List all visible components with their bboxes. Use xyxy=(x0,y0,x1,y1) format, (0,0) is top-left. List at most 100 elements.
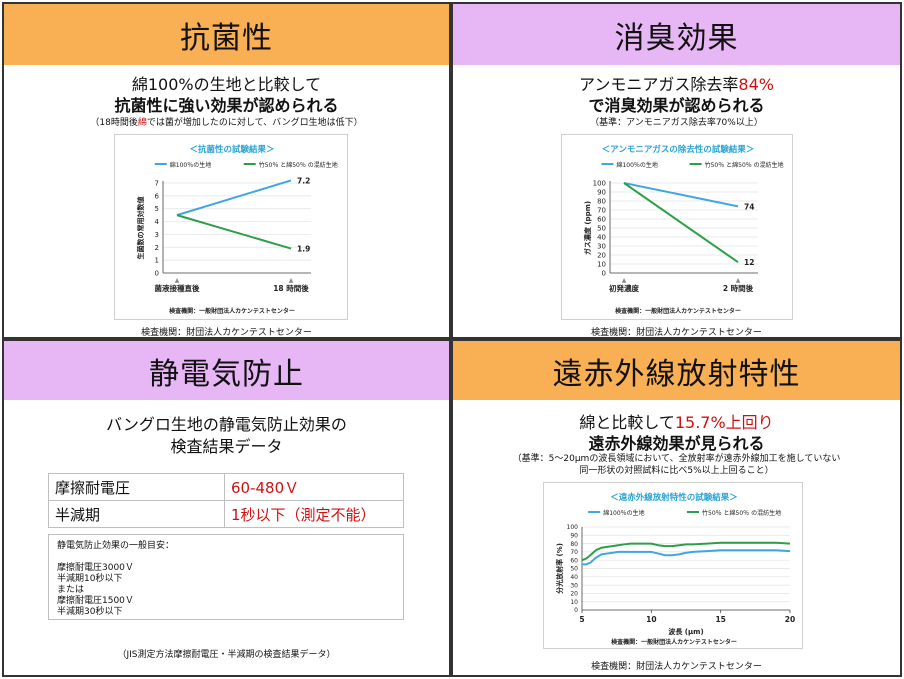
chart-title: ＜遠赤外線放射特性の試験結果＞ xyxy=(610,492,738,503)
y-tick-label: 70 xyxy=(597,207,606,215)
x-tick-label: 5 xyxy=(579,615,584,624)
friction-voltage-value: 60-480Ｖ xyxy=(224,473,404,501)
y-tick-label: 40 xyxy=(597,234,606,242)
y-tick-label: 80 xyxy=(597,198,606,206)
far-infrared-headline-2: 遠赤外線効果が見られる xyxy=(588,434,765,453)
series-line xyxy=(176,214,292,250)
y-tick-label: 100 xyxy=(567,524,579,531)
series-line xyxy=(581,541,791,562)
legend-label: 竹50％ と綿50％ の混紡生地 xyxy=(702,509,781,517)
x-tick-label: 10 xyxy=(646,615,656,624)
antibacterial-title: 抗菌性 xyxy=(4,4,449,65)
legend-label: 綿100％の生地 xyxy=(616,161,657,169)
chart-source: 検査機関：一般財団法人カケンテストセンター xyxy=(169,307,295,315)
deodorant-panel: 消臭効果 アンモニアガス除去率84% で消臭効果が認められる （基準：アンモニア… xyxy=(451,2,902,339)
x-tick-label: 20 xyxy=(785,615,795,624)
y-tick-label: 20 xyxy=(570,591,578,598)
antistatic-headline-1: バングロ生地の静電気防止効果の xyxy=(106,415,347,434)
x-tick-mark: ▲ xyxy=(289,277,294,284)
legend-label: 竹50％ と綿50％ の混紡生地 xyxy=(705,161,784,169)
guide-line: 摩擦耐電圧3000Ｖ xyxy=(57,563,134,573)
antistatic-panel: 静電気防止 バングロ生地の静電気防止効果の 検査結果データ 摩擦耐電圧 60-4… xyxy=(2,339,451,677)
y-tick-label: 0 xyxy=(574,607,578,614)
half-life-label: 半減期 xyxy=(48,500,225,528)
data-label: 7.2 xyxy=(297,176,310,185)
y-tick-label: 80 xyxy=(570,541,578,548)
table-row: 摩擦耐電圧 60-480Ｖ xyxy=(48,473,404,501)
y-tick-label: 50 xyxy=(570,566,578,573)
y-tick-label: 60 xyxy=(570,557,578,564)
y-tick-label: 90 xyxy=(597,189,606,197)
antistatic-headline-2: 検査結果データ xyxy=(170,437,283,456)
data-label: 1.9 xyxy=(297,245,310,254)
guide-line: または xyxy=(57,585,85,595)
y-tick-label: 40 xyxy=(570,574,578,581)
antibacterial-headline-2: 抗菌性に強い効果が認められる xyxy=(114,96,339,115)
data-label: 12 xyxy=(744,258,754,267)
antibacterial-chart-svg: ＜抗菌性の試験結果＞ 綿100％の生地 竹50％ と綿50％ の混紡生地 0 1 2 3 4 5… xyxy=(136,144,338,315)
chart-title: ＜アンモニアガスの除去性の試験結果＞ xyxy=(602,144,755,155)
deodorant-caption: 検査機関：財団法人カケンテストセンター xyxy=(591,328,762,338)
x-tick-label: 菌液接種直後 xyxy=(155,283,200,293)
antistatic-results-table: 摩擦耐電圧 60-480Ｖ 半減期 1秒以下（測定不能） xyxy=(48,473,404,528)
far-infrared-title: 遠赤外線放射特性 xyxy=(453,341,900,400)
y-axis-label: 生菌数の常用対数値 xyxy=(136,197,145,260)
y-tick-label: 1 xyxy=(155,257,159,265)
data-label: 74 xyxy=(744,202,754,211)
y-axis-label: ガス濃度 (ppm) xyxy=(583,201,592,255)
deodorant-chart-svg: ＜アンモニアガスの除去性の試験結果＞ 綿100％の生地 竹50％ と綿50％ の混紡… xyxy=(583,144,784,315)
deodorant-headline-1: アンモニアガス除去率84% xyxy=(579,75,774,94)
y-tick-label: 6 xyxy=(155,192,160,200)
deodorant-chart: ＜アンモニアガスの除去性の試験結果＞ 綿100％の生地 竹50％ と綿50％ の混紡… xyxy=(561,134,793,320)
y-axis-label: 分光放射率 (%) xyxy=(555,543,564,594)
antibacterial-chart: ＜抗菌性の試験結果＞ 綿100％の生地 竹50％ と綿50％ の混紡生地 0 1 2 3 4 5… xyxy=(114,134,348,320)
antistatic-guideline-box: 静電気防止効果の一般目安： 摩擦耐電圧3000Ｖ 半減期10秒以下 または 摩擦… xyxy=(48,534,404,620)
guide-line: 摩擦耐電圧1500Ｖ xyxy=(57,596,134,606)
series-line xyxy=(582,549,791,566)
guide-line: 静電気防止効果の一般目安： xyxy=(57,541,175,551)
far-infrared-chart: ＜遠赤外線放射特性の試験結果＞ 綿100％の生地 竹50％ と綿50％ の混紡生地 0… xyxy=(543,482,803,649)
deodorant-headline-2: で消臭効果が認められる xyxy=(588,96,765,115)
series-line xyxy=(176,179,292,217)
x-tick-mark: ▲ xyxy=(622,277,627,284)
y-tick-label: 60 xyxy=(597,216,606,224)
y-tick-label: 30 xyxy=(597,243,606,251)
chart-title: ＜抗菌性の試験結果＞ xyxy=(189,144,274,155)
guide-line xyxy=(57,552,395,563)
far-infrared-headline-1: 綿と比較して15.7%上回り xyxy=(579,413,774,432)
far-infrared-note-2: 同一形状の対照試料に比べ5%以上上回ること） xyxy=(579,466,774,476)
y-tick-label: 3 xyxy=(155,231,159,239)
far-infrared-caption: 検査機関：財団法人カケンテストセンター xyxy=(591,662,762,672)
deodorant-title: 消臭効果 xyxy=(453,4,900,65)
y-tick-label: 4 xyxy=(155,218,160,226)
far-infrared-note-1: （基準：5～20μmの波長領域において、全放射率が遠赤外線加工を施していない xyxy=(512,454,841,464)
antibacterial-panel: 抗菌性 綿100%の生地と比較して 抗菌性に強い効果が認められる （18時間後綿… xyxy=(2,2,451,339)
x-tick-label: 18 時間後 xyxy=(273,283,309,293)
antistatic-title: 静電気防止 xyxy=(4,341,449,400)
x-tick-mark: ▲ xyxy=(736,277,741,284)
legend-label: 綿100％の生地 xyxy=(170,161,211,169)
antibacterial-caption: 検査機関：財団法人カケンテストセンター xyxy=(141,328,312,338)
y-tick-label: 7 xyxy=(155,180,159,188)
y-tick-label: 100 xyxy=(593,180,606,188)
y-tick-label: 50 xyxy=(597,225,606,233)
legend-label: 竹50％ と綿50％ の混紡生地 xyxy=(259,161,338,169)
y-tick-label: 0 xyxy=(155,270,159,278)
y-tick-label: 20 xyxy=(597,252,606,260)
x-tick-label: 15 xyxy=(715,615,725,624)
antistatic-caption: （JIS測定方法摩擦耐電圧・半減期の検査結果データ） xyxy=(117,650,336,660)
chart-source: 検査機関：一般財団法人カケンテストセンター xyxy=(611,638,737,646)
far-infrared-panel: 遠赤外線放射特性 綿と比較して15.7%上回り 遠赤外線効果が見られる （基準：… xyxy=(451,339,902,677)
friction-voltage-label: 摩擦耐電圧 xyxy=(48,473,225,501)
series-line xyxy=(623,182,739,208)
guide-line: 半減期10秒以下 xyxy=(57,574,123,584)
guide-line: 半減期30秒以下 xyxy=(57,607,123,617)
table-row: 半減期 1秒以下（測定不能） xyxy=(48,500,404,528)
antibacterial-headline-1: 綿100%の生地と比較して xyxy=(131,75,322,94)
far-infrared-chart-svg: ＜遠赤外線放射特性の試験結果＞ 綿100％の生地 竹50％ と綿50％ の混紡生地 0… xyxy=(555,492,795,646)
y-tick-label: 10 xyxy=(570,599,578,606)
legend-label: 綿100％の生地 xyxy=(603,509,644,517)
y-tick-label: 2 xyxy=(155,244,159,252)
x-axis-label: 波長 (μm) xyxy=(668,627,703,636)
x-tick-label: 2 時間後 xyxy=(723,283,754,293)
